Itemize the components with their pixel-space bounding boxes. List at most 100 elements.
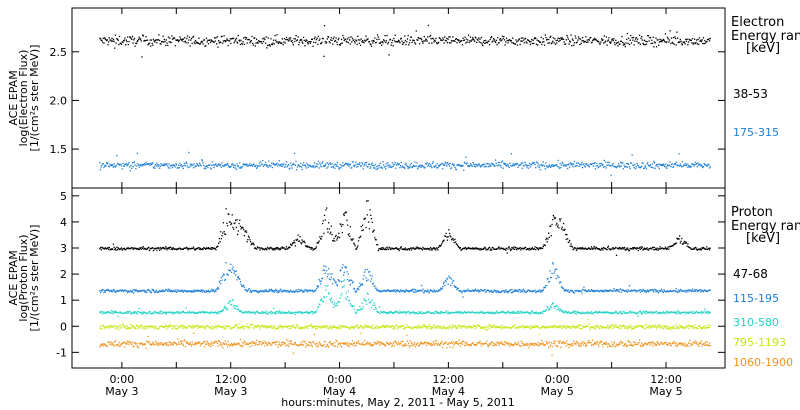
data-point — [302, 291, 304, 293]
data-point — [520, 311, 522, 313]
data-point — [226, 325, 228, 328]
data-point — [116, 246, 118, 248]
data-point — [315, 163, 318, 165]
data-point — [220, 277, 222, 279]
data-point — [389, 325, 392, 327]
data-point — [509, 312, 511, 314]
data-point — [104, 290, 106, 292]
data-point — [576, 248, 578, 250]
data-point — [153, 327, 155, 329]
data-point — [157, 328, 159, 330]
data-point — [168, 326, 170, 328]
data-point — [655, 46, 658, 48]
data-point — [492, 247, 494, 249]
data-point — [446, 310, 448, 312]
data-point — [605, 312, 607, 314]
data-point — [184, 165, 187, 167]
data-point — [701, 39, 703, 41]
data-point — [605, 40, 607, 42]
data-point — [366, 325, 368, 327]
data-point — [296, 39, 299, 41]
data-point — [385, 326, 387, 328]
data-point — [143, 40, 145, 42]
data-point — [557, 306, 559, 308]
data-point — [239, 43, 242, 46]
data-point — [518, 312, 521, 314]
data-point — [270, 247, 272, 249]
data-point — [156, 164, 159, 166]
data-point — [218, 242, 220, 244]
data-point — [670, 164, 673, 166]
data-point — [564, 43, 566, 45]
data-point — [580, 42, 582, 45]
data-point — [537, 290, 540, 293]
data-point — [273, 162, 275, 165]
data-point — [584, 165, 586, 167]
data-point — [129, 36, 132, 38]
data-point — [295, 35, 297, 37]
data-point — [186, 290, 188, 292]
data-point — [529, 247, 531, 250]
data-point — [483, 313, 485, 315]
data-point — [694, 164, 696, 166]
data-point — [598, 291, 600, 293]
data-point — [647, 289, 649, 291]
data-point — [705, 290, 707, 292]
data-point — [224, 305, 226, 308]
data-point — [284, 42, 286, 44]
data-point — [135, 289, 137, 291]
data-point — [566, 233, 568, 236]
data-point — [561, 310, 563, 312]
data-point — [526, 290, 529, 292]
data-point — [488, 247, 490, 249]
data-point — [312, 313, 314, 315]
data-point — [652, 290, 654, 292]
data-point — [287, 325, 289, 328]
data-point — [382, 161, 384, 163]
data-point — [657, 249, 659, 251]
data-point — [345, 211, 347, 214]
data-point — [141, 165, 143, 167]
data-point — [125, 328, 127, 330]
data-point — [671, 163, 673, 165]
data-point — [216, 287, 218, 290]
data-point — [496, 310, 498, 312]
data-point — [695, 41, 697, 44]
data-point — [406, 249, 409, 251]
data-point — [108, 248, 110, 250]
data-point — [368, 271, 370, 273]
data-point — [99, 312, 102, 314]
data-point — [232, 299, 234, 301]
data-point — [678, 291, 680, 293]
data-point — [402, 311, 404, 314]
data-point — [387, 248, 389, 250]
data-point — [284, 166, 286, 168]
data-point — [323, 214, 326, 216]
data-point — [516, 249, 518, 251]
data-point — [283, 289, 286, 292]
data-point — [368, 221, 370, 223]
data-point — [227, 44, 229, 47]
data-point — [244, 164, 246, 166]
data-point — [195, 165, 197, 167]
data-point — [135, 165, 138, 167]
data-point — [149, 164, 151, 167]
data-point — [374, 167, 376, 169]
data-point — [225, 262, 227, 264]
data-point — [315, 247, 317, 249]
data-point — [241, 42, 243, 45]
data-point — [382, 42, 384, 44]
data-point — [550, 276, 552, 279]
data-point — [451, 40, 453, 42]
data-point — [403, 41, 405, 44]
data-point — [318, 167, 320, 169]
data-point — [698, 43, 700, 46]
data-point — [607, 312, 609, 314]
data-point — [404, 248, 406, 251]
data-point — [432, 312, 434, 314]
data-point — [662, 291, 664, 294]
data-point — [405, 43, 407, 46]
data-point — [333, 279, 335, 281]
data-point — [180, 164, 182, 166]
data-point — [333, 325, 335, 327]
